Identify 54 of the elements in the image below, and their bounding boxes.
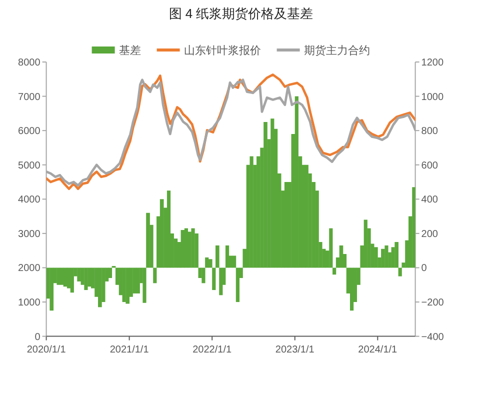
bar: [50, 268, 54, 311]
x-tick-label: 2023/1/1: [275, 344, 315, 356]
bar: [70, 268, 74, 293]
y2-tick-label: 1200: [421, 58, 444, 68]
bar: [232, 256, 236, 268]
x-tick-label: 2021/1/1: [110, 344, 150, 356]
y-tick-label: 4000: [18, 194, 41, 206]
y2-tick-label: 1000: [421, 92, 444, 103]
y2-tick-label: −200: [421, 298, 444, 309]
bar: [384, 245, 388, 268]
bar: [381, 248, 385, 268]
y2-tick-label: 600: [421, 160, 438, 172]
y-tick-label: 5000: [18, 160, 41, 172]
bar: [66, 268, 71, 288]
bar: [166, 190, 171, 268]
legend-label: 山东针叶浆报价: [184, 44, 261, 57]
y2-tick-label: 0: [421, 263, 428, 274]
y-tick-label: 1000: [18, 298, 41, 309]
legend-label: 期货主力合约: [304, 44, 370, 57]
bar: [394, 242, 398, 268]
bar: [350, 268, 354, 311]
bar: [225, 245, 230, 268]
y2-tick-label: 200: [421, 228, 438, 240]
bar: [184, 228, 188, 268]
bar: [412, 187, 416, 268]
y-tick-label: 2000: [18, 263, 41, 274]
x-tick-label: 2022/1/1: [192, 344, 232, 356]
bar: [284, 182, 288, 268]
bar: [236, 268, 240, 302]
y-tick-label: 7000: [18, 92, 41, 103]
y-tick-label: 8000: [18, 58, 41, 68]
x-tick-label: 2024/1/1: [358, 344, 398, 356]
bar: [98, 268, 102, 308]
bar: [108, 268, 112, 278]
bar: [374, 247, 378, 268]
x-tick-label: 2020/1/1: [26, 344, 66, 356]
legend-label: 基差: [118, 44, 141, 57]
y-tick-label: 3000: [18, 228, 41, 240]
bar: [160, 199, 164, 268]
bar: [77, 268, 81, 282]
y-tick-label: 0: [34, 332, 41, 343]
y2-tick-label: −400: [421, 332, 444, 343]
bar: [132, 268, 137, 294]
bar: [294, 96, 298, 268]
bar: [332, 268, 336, 275]
bar: [329, 228, 333, 268]
bar: [60, 268, 64, 285]
bar: [339, 245, 344, 268]
chart-title: 图 4 纸浆期货价格及基差: [168, 6, 314, 21]
y2-tick-label: 400: [421, 194, 438, 206]
y-tick-label: 6000: [18, 126, 41, 138]
bar: [126, 268, 130, 304]
y2-tick-label: 800: [421, 126, 438, 138]
bar: [136, 268, 140, 294]
